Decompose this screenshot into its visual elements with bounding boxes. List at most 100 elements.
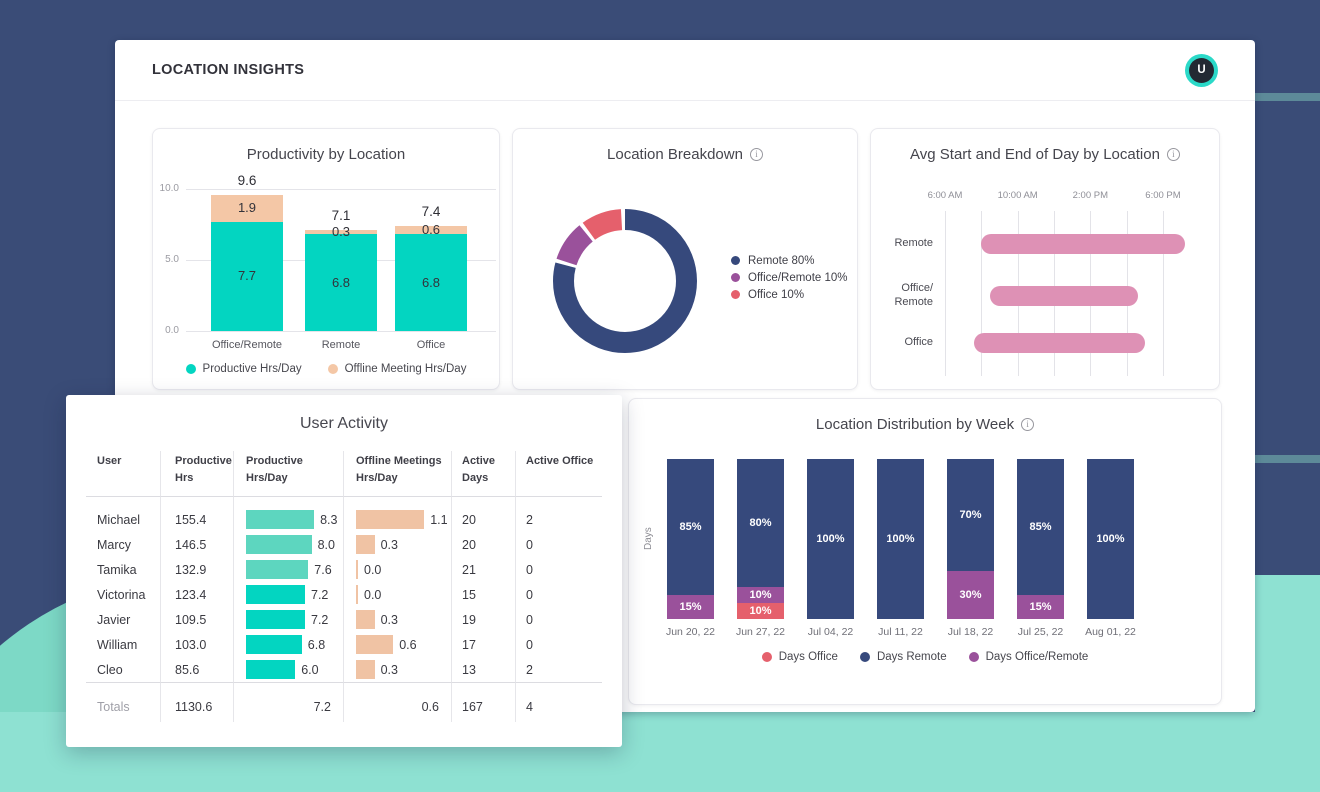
table-cell-active-office: 0 (515, 582, 602, 607)
legend-item-remote[interactable]: Remote 80% (731, 252, 848, 269)
productive-hrs-bar[interactable] (246, 560, 309, 579)
legend-item-offline-meeting-hrs-day[interactable]: Offline Meeting Hrs/Day (327, 363, 466, 375)
chart-title: Location Breakdown (513, 146, 857, 163)
week-segment-days-remote-jun-20-22[interactable] (667, 459, 714, 595)
week-segment-days-office-remote-jul-18-22[interactable] (947, 571, 994, 619)
x-axis-tick: 6:00 AM (927, 190, 963, 201)
donut-legend: Remote 80% Office/Remote 10% Office 10% (731, 252, 848, 303)
offline-meetings-bar[interactable] (356, 560, 358, 579)
bar-value-label: 0.3 (380, 662, 398, 677)
x-axis-category-label: Jun 27, 22 (735, 626, 786, 638)
table-cell-active-days: 15 (451, 582, 515, 607)
totals-offline-hrs-day: 0.6 (343, 682, 451, 722)
offline-bar-segment-office[interactable] (395, 225, 467, 235)
bar-value-label: 0.0 (364, 562, 382, 577)
offline-bar-segment-office-remote[interactable] (211, 194, 283, 222)
donut-slice-office-remote[interactable] (548, 204, 703, 359)
donut-slice-remote[interactable] (553, 209, 697, 353)
x-axis-category-label: Remote (321, 339, 361, 351)
productive-hrs-bar[interactable] (246, 510, 315, 529)
offline-meetings-bar[interactable] (356, 635, 394, 654)
legend-item-productive-hrs-day[interactable]: Productive Hrs/Day (185, 363, 302, 375)
productive-hrs-bar[interactable] (246, 660, 296, 679)
table-cell-user: Michael (97, 512, 141, 527)
x-axis-category-label: Jul 25, 22 (1017, 626, 1064, 638)
bar-value-label: 7.6 (314, 562, 332, 577)
legend-item-days-office-remote[interactable]: Days Office/Remote (968, 651, 1088, 663)
bar-value-label: 0.3 (380, 612, 398, 627)
productive-bar-segment-office-remote[interactable] (211, 221, 283, 331)
week-segment-days-office-jun-27-22[interactable] (737, 603, 784, 619)
offline-meetings-bar[interactable] (356, 660, 375, 679)
x-axis-tick: 2:00 PM (1072, 190, 1109, 201)
range-bar-office[interactable] (974, 333, 1145, 353)
avg-start-end-card: Avg Start and End of Day by Location 6:0… (870, 128, 1220, 390)
info-icon[interactable] (749, 148, 763, 161)
range-bar-office-remote[interactable] (990, 286, 1138, 306)
gridline (186, 189, 496, 190)
productive-hrs-bar[interactable] (246, 610, 305, 629)
legend-label: Productive Hrs/Day (202, 363, 302, 375)
offline-meetings-bar[interactable] (356, 535, 375, 554)
week-segment-days-office-remote-jul-25-22[interactable] (1017, 595, 1064, 619)
location-distribution-card: Location Distribution by Week Days 15%85… (628, 398, 1222, 705)
column-header-user: User (86, 451, 160, 497)
week-segment-pct-label: 80% (749, 516, 772, 529)
bar-value-label: 0.6 (399, 637, 417, 652)
productive-bar-segment-remote[interactable] (305, 234, 377, 331)
legend-item-days-office[interactable]: Days Office (761, 651, 838, 663)
column-header-productive-hrs-day: Productive Hrs/Day (233, 451, 343, 497)
table-cell-productive-hrs-day: 7.2 (233, 607, 343, 632)
week-segment-days-remote-jul-25-22[interactable] (1017, 459, 1064, 595)
bar-value-label: 8.0 (317, 537, 335, 552)
table-cell-active-days: 17 (451, 632, 515, 657)
x-axis-category-label: Jul 04, 22 (807, 626, 854, 638)
segment-value-label: 0.3 (331, 224, 351, 240)
productive-bar-segment-office[interactable] (395, 234, 467, 331)
chart-legend: Days Office Days Remote Days Office/Remote (629, 651, 1221, 663)
legend-label: Days Remote (876, 651, 947, 663)
legend-item-days-remote[interactable]: Days Remote (859, 651, 947, 663)
chart-title: Avg Start and End of Day by Location (871, 146, 1219, 163)
table-title: User Activity (299, 415, 388, 432)
totals-active-days: 167 (451, 682, 515, 722)
y-axis-tick: 5.0 (165, 254, 179, 265)
week-segment-days-office-remote-jun-20-22[interactable] (667, 595, 714, 619)
week-segment-days-remote-jul-04-22[interactable] (807, 459, 854, 619)
totals-productive-hrs: 1130.6 (160, 682, 233, 722)
legend-item-office[interactable]: Office 10% (731, 286, 848, 303)
segment-value-label: 0.6 (421, 222, 441, 238)
y-axis-tick: 0.0 (165, 325, 179, 336)
productive-hrs-bar[interactable] (246, 635, 302, 654)
user-activity-table: User Productive Hrs Productive Hrs/Day Offl… (86, 451, 602, 722)
legend-dot (185, 364, 196, 374)
bar-value-label: 8.3 (320, 512, 338, 527)
x-axis-category-label: Jun 20, 22 (665, 626, 716, 638)
week-segment-pct-label: 85% (679, 520, 702, 533)
week-segment-days-office-remote-jun-27-22[interactable] (737, 587, 784, 603)
offline-meetings-bar[interactable] (356, 510, 425, 529)
week-segment-days-remote-jun-27-22[interactable] (737, 459, 784, 587)
week-segment-days-remote-jul-18-22[interactable] (947, 459, 994, 571)
table-cell-active-days: 21 (451, 557, 515, 582)
week-segment-days-remote-jul-11-22[interactable] (877, 459, 924, 619)
decorative-right-band (1255, 575, 1320, 715)
legend-item-office-remote[interactable]: Office/Remote 10% (731, 269, 848, 286)
productive-hrs-bar[interactable] (246, 535, 312, 554)
range-bar-remote[interactable] (981, 234, 1185, 254)
bar-value-label: 0.0 (364, 587, 382, 602)
bar-total-label: 7.1 (331, 208, 351, 224)
offline-bar-segment-remote[interactable] (305, 230, 377, 235)
info-icon[interactable] (1166, 148, 1180, 161)
offline-meetings-bar[interactable] (356, 585, 358, 604)
info-icon[interactable] (1021, 418, 1035, 431)
table-cell-productive-hrs: 146.5 (160, 532, 233, 557)
segment-value-label: 6.8 (331, 274, 351, 290)
user-avatar[interactable]: U (1185, 53, 1218, 87)
productivity-by-location-card: Productivity by Location 10.0 5.0 0.0 7.7 1.… (152, 128, 500, 390)
week-segment-days-remote-aug-01-22[interactable] (1087, 459, 1134, 619)
offline-meetings-bar[interactable] (356, 610, 375, 629)
row-label-remote: Remote (894, 237, 933, 250)
productive-hrs-bar[interactable] (246, 585, 305, 604)
week-segment-pct-label: 15% (679, 600, 702, 613)
